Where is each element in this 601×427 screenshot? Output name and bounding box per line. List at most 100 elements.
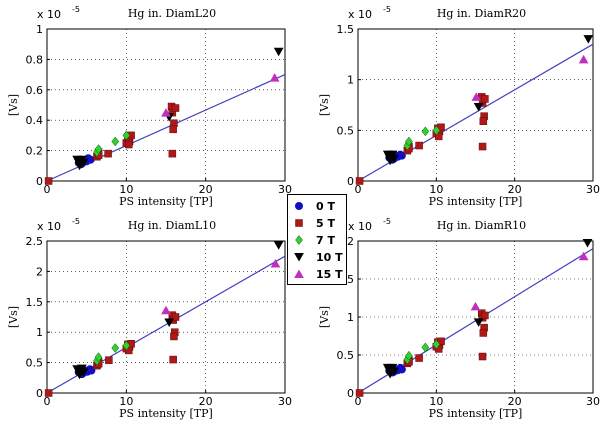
panel-2: 0 10 20 30 0 0.5 1 1.5 x 10 -5 Hg in. DiamR20 PS in…: [318, 5, 600, 208]
legend-label: 5 T: [316, 217, 335, 230]
y-tick-label: 1: [36, 326, 43, 339]
panel-3: 0 10 20 30 0 0.5 1 1.5 2 2.5 x 10 -5 Hg in. DiamL10 P…: [7, 217, 292, 420]
x-axis-label: PS intensity [TP]: [429, 195, 523, 208]
data-point: [124, 140, 133, 149]
data-point: [473, 103, 484, 112]
data-point: [415, 141, 423, 150]
legend-entry: 0 T: [288, 198, 346, 215]
x-tick-label: 10: [429, 183, 443, 196]
series-15t: [161, 258, 281, 315]
y-tick-label: 2: [36, 265, 43, 278]
x-tick-label: 0: [355, 395, 362, 408]
series-10t: [72, 241, 284, 380]
plot-frame: [46, 28, 286, 182]
x-tick-label: 20: [508, 395, 522, 408]
data-point: [105, 356, 113, 364]
data-point: [355, 177, 364, 185]
data-point: [169, 355, 177, 364]
y-tick-label: 1.5: [337, 23, 355, 36]
data-point: [387, 150, 398, 160]
x-axis-label: PS intensity [TP]: [119, 407, 213, 420]
legend-marker-circle: [295, 202, 303, 210]
legend-marker: [294, 269, 304, 278]
data-point: [471, 92, 482, 101]
y-tick-label: 0.5: [26, 357, 44, 370]
y-tick-label: 0.8: [26, 53, 44, 66]
data-point: [44, 177, 53, 185]
legend: 0 T 5 T 7 T 10 T 15 T: [287, 194, 347, 285]
legend-entry: 5 T: [288, 215, 346, 232]
data-point: [170, 332, 178, 341]
x-tick-label: 10: [119, 395, 133, 408]
y-tick-label: 0.6: [26, 84, 44, 97]
y-tick-label: 0.4: [26, 114, 44, 127]
axis-exponent-label: x 10: [37, 8, 61, 21]
data-point: [583, 35, 594, 44]
legend-marker-triangle-down: [294, 253, 304, 262]
series-10t: [72, 47, 284, 171]
panel-1: 0 10 20 30 0 0.2 0.4 0.6 0.8 1 x 10 -5 Hg in. DiamL2…: [7, 5, 292, 208]
x-tick-label: 30: [586, 395, 600, 408]
plot-frame: [46, 240, 286, 394]
data-point: [405, 350, 413, 361]
legend-marker-diamond: [295, 235, 303, 245]
data-point: [270, 258, 281, 268]
panel-title: Hg in. DiamR20: [437, 7, 526, 20]
series-10t: [382, 239, 593, 379]
data-point: [355, 389, 364, 397]
data-point: [478, 142, 487, 151]
data-point: [481, 95, 489, 103]
axis-exponent-label: x 10: [37, 220, 61, 233]
legend-marker: [295, 235, 303, 245]
y-axis-label: [Vs]: [7, 94, 20, 116]
series-7t: [403, 125, 441, 151]
axis-exponent-power: -5: [383, 5, 391, 14]
x-tick-label: 0: [44, 183, 51, 196]
axis-exponent-label: x 10: [348, 220, 372, 233]
data-point: [161, 305, 171, 315]
x-tick-label: 30: [278, 395, 292, 408]
y-tick-label: 2: [347, 235, 354, 248]
legend-entry: 10 T: [288, 249, 346, 266]
data-point: [161, 108, 171, 117]
axis-exponent-label: x 10: [348, 8, 372, 21]
data-point: [269, 73, 280, 82]
legend-marker-triangle-up: [294, 269, 304, 278]
data-point: [44, 389, 53, 397]
data-point: [481, 311, 489, 320]
legend-label: 10 T: [316, 251, 343, 264]
axis-exponent-power: -5: [72, 5, 80, 14]
data-point: [111, 136, 120, 147]
data-point: [432, 339, 441, 350]
data-point: [397, 365, 406, 374]
legend-label: 15 T: [316, 268, 343, 281]
data-point: [273, 241, 284, 250]
y-tick-label: 1: [36, 23, 43, 36]
panel-title: Hg in. DiamR10: [437, 219, 526, 232]
data-point: [578, 54, 589, 64]
x-tick-label: 30: [586, 183, 600, 196]
data-point: [432, 125, 441, 136]
series-7t: [93, 340, 131, 366]
y-tick-label: 2.5: [26, 235, 44, 248]
series-15t: [470, 251, 589, 311]
x-tick-label: 10: [429, 395, 443, 408]
data-point: [94, 352, 103, 363]
data-point: [273, 47, 284, 57]
series-10t: [382, 35, 594, 166]
x-tick-label: 20: [199, 395, 213, 408]
data-point: [111, 343, 120, 353]
axis-exponent-power: -5: [72, 217, 80, 226]
data-point: [478, 352, 487, 361]
x-tick-label: 30: [278, 183, 292, 196]
data-point: [421, 342, 430, 353]
x-tick-label: 10: [119, 183, 133, 196]
data-point: [405, 136, 413, 147]
data-point: [473, 318, 484, 327]
y-tick-label: 1.5: [26, 296, 44, 309]
data-point: [470, 301, 481, 311]
y-tick-label: 0.5: [337, 124, 355, 137]
legend-marker: [295, 219, 303, 227]
